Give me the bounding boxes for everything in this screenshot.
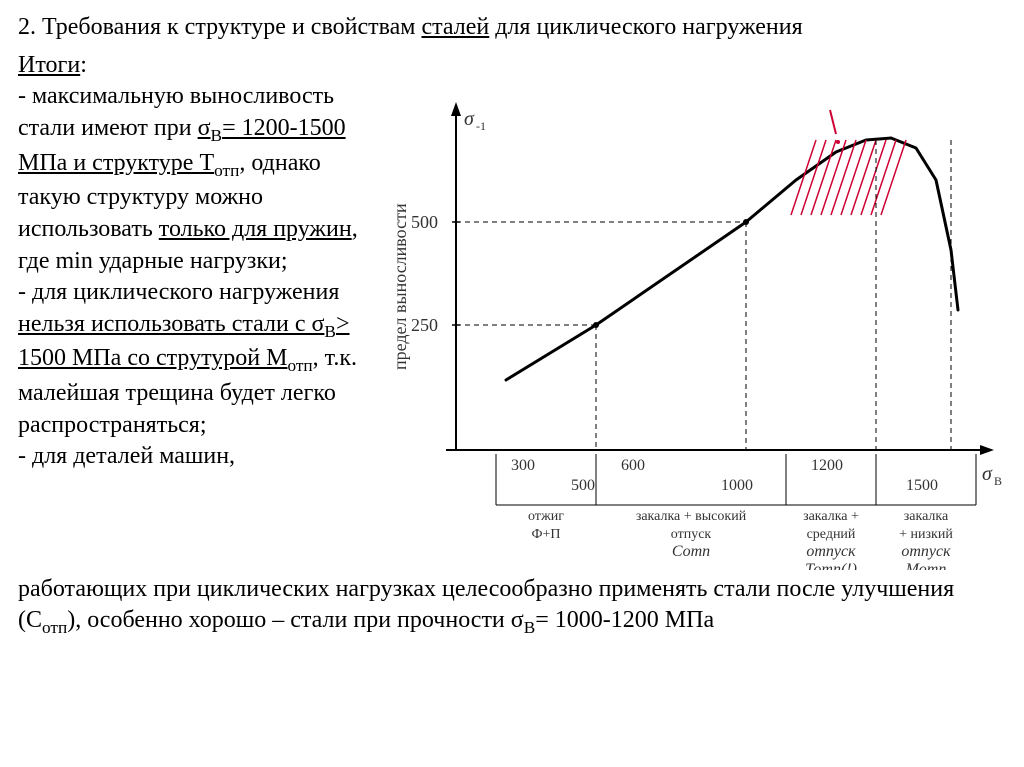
chart-column: σ-1предел выносливости250500300600120050… (376, 50, 1006, 570)
title-prefix: 2. Требования к структуре и свойствам (18, 14, 421, 40)
svg-text:σ: σ (982, 463, 993, 485)
title-suffix: для циклического нагружения (489, 14, 802, 40)
para-1: - максимальную выносливость стали имеют … (18, 81, 376, 277)
para-3: - для деталей машин, (18, 441, 376, 473)
svg-text:Сотп: Сотп (672, 543, 710, 560)
svg-text:+ низкий: + низкий (899, 527, 953, 542)
svg-text:отжиг: отжиг (528, 509, 564, 524)
title-underlined: сталей (421, 14, 489, 40)
svg-text:Тотп(!): Тотп(!) (805, 561, 857, 570)
page-title: 2. Требования к структуре и свойствам ст… (18, 12, 1006, 44)
svg-text:Ф+П: Ф+П (531, 527, 560, 542)
svg-text:600: 600 (621, 457, 645, 474)
svg-text:отпуск: отпуск (671, 527, 712, 542)
svg-text:закалка +: закалка + (803, 509, 859, 524)
svg-text:σ: σ (464, 108, 475, 130)
svg-text:отпуск: отпуск (901, 543, 951, 560)
svg-text:500: 500 (411, 212, 438, 232)
svg-text:закалка + высокий: закалка + высокий (636, 509, 747, 524)
svg-text:1000: 1000 (721, 477, 753, 494)
svg-text:500: 500 (571, 477, 595, 494)
svg-text:300: 300 (511, 457, 535, 474)
svg-text:250: 250 (411, 315, 438, 335)
text-column: Итоги: - максимальную выносливость стали… (18, 50, 376, 570)
svg-text:1200: 1200 (811, 457, 843, 474)
svg-text:1500: 1500 (906, 477, 938, 494)
svg-text:отпуск: отпуск (806, 543, 856, 560)
svg-text:Мотп: Мотп (905, 561, 947, 570)
svg-text:средний: средний (807, 527, 856, 542)
svg-text:-1: -1 (476, 119, 486, 133)
bottom-para: работающих при циклических нагрузках цел… (18, 574, 1006, 640)
summary-label: Итоги (18, 52, 80, 78)
svg-text:В: В (994, 474, 1002, 488)
endurance-chart: σ-1предел выносливости250500300600120050… (376, 50, 1006, 570)
svg-text:закалка: закалка (904, 509, 949, 524)
para-2: - для циклического нагружения нельзя исп… (18, 277, 376, 441)
svg-text:предел выносливости: предел выносливости (390, 203, 410, 370)
